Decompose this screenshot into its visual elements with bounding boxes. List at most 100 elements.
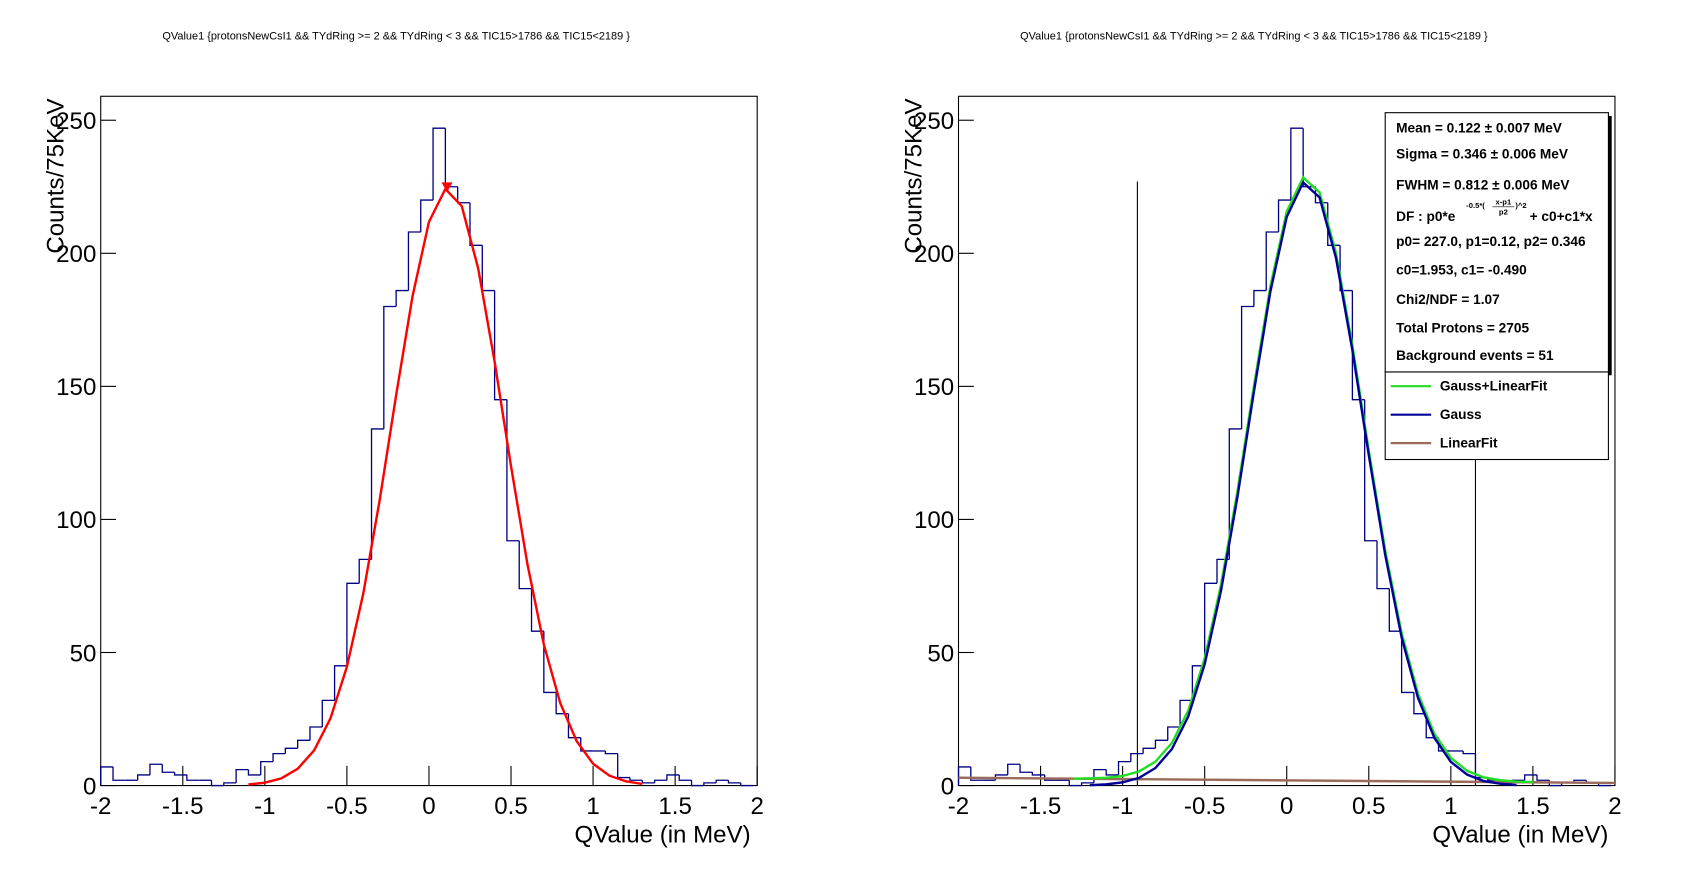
- stats-line: Mean = 0.122 ± 0.007 MeV: [1396, 120, 1563, 135]
- histogram-bin: [1277, 199, 1291, 233]
- histogram-bin: [1388, 588, 1402, 632]
- histogram-bin: [1130, 752, 1144, 762]
- x-tick-label: 1: [1444, 793, 1457, 820]
- histogram-bin: [740, 782, 754, 787]
- formula-exp-end: )^2: [1515, 201, 1526, 210]
- histogram-bin: [604, 750, 618, 755]
- x-tick-label: -1: [1112, 793, 1133, 820]
- histogram-bin: [247, 769, 261, 776]
- histogram-bin: [309, 726, 323, 741]
- peak-marker: [441, 182, 453, 193]
- stats-line: Total Protons = 2705: [1396, 321, 1529, 336]
- histogram-bin: [297, 739, 310, 749]
- stats-line: FWHM = 0.812 ± 0.006 MeV: [1396, 177, 1570, 192]
- y-tick-label: 100: [56, 507, 96, 534]
- histogram-bin: [432, 127, 446, 201]
- histogram-bin: [1068, 780, 1082, 787]
- histogram-bin: [493, 290, 507, 401]
- histogram-bin: [1339, 245, 1353, 292]
- histogram-bin: [1524, 774, 1538, 781]
- histogram-bin: [1265, 231, 1279, 291]
- x-axis-label: QValue (in MeV): [1432, 821, 1608, 848]
- histogram-bin: [100, 766, 114, 786]
- x-tick-label: -1.5: [1020, 793, 1061, 820]
- histogram-bin: [543, 631, 557, 694]
- histogram-bin: [970, 766, 984, 781]
- x-axis-label: QValue (in MeV): [575, 821, 751, 848]
- histogram-bin: [149, 763, 163, 775]
- histogram-bin: [223, 782, 237, 786]
- histogram-bin: [518, 540, 532, 590]
- histogram-bin: [395, 289, 409, 307]
- histogram-bin: [703, 782, 717, 786]
- histogram-bin: [210, 780, 224, 787]
- x-tick-label: -0.5: [326, 793, 367, 820]
- histogram-bin: [653, 779, 667, 783]
- histogram-bin: [1167, 726, 1181, 741]
- histogram-bin: [1400, 631, 1414, 694]
- x-tick-label: 0.5: [494, 793, 527, 820]
- formula-exp: -0.5*(: [1466, 201, 1485, 210]
- chart-title: QValue1 {protonsNewCsI1 && TYdRing >= 2 …: [162, 30, 630, 42]
- histogram-bin: [1290, 127, 1304, 201]
- histogram-bin: [383, 305, 397, 429]
- histogram-bin: [530, 588, 544, 632]
- histogram-bin: [469, 202, 483, 246]
- legend-label: LinearFit: [1440, 435, 1498, 450]
- histogram-bin: [321, 699, 335, 728]
- histogram-bin: [1204, 582, 1217, 666]
- histogram-bin: [284, 747, 298, 754]
- histogram-bin: [1080, 782, 1094, 786]
- histogram-bin: [407, 231, 421, 291]
- x-tick-label: -1: [254, 793, 275, 820]
- formula-num: x-p1: [1496, 198, 1512, 207]
- histogram-bin: [727, 780, 741, 784]
- histogram-bin: [112, 766, 126, 781]
- x-tick-label: 0: [422, 793, 435, 820]
- stats-line: p0= 227.0, p1=0.12, p2= 0.346: [1396, 234, 1586, 249]
- x-tick-label: -1.5: [162, 793, 203, 820]
- histogram-bin: [333, 665, 347, 701]
- y-tick-label: 150: [56, 374, 96, 401]
- histogram-bin: [1376, 540, 1390, 590]
- histogram-bin: [1228, 428, 1242, 560]
- stats-box: [1384, 112, 1609, 373]
- histogram-bin: [678, 774, 692, 781]
- histogram-bin: [1327, 202, 1341, 246]
- y-tick-label: 200: [914, 241, 954, 268]
- x-tick-label: 2: [750, 793, 763, 820]
- x-tick-label: -2: [948, 793, 969, 820]
- y-axis-label: Counts/75KeV: [43, 98, 70, 253]
- x-tick-label: -0.5: [1184, 793, 1225, 820]
- histogram-bin: [715, 779, 729, 783]
- histogram-bin: [666, 774, 680, 781]
- x-tick-label: 0.5: [1352, 793, 1385, 820]
- histogram-bin: [1302, 128, 1316, 188]
- histogram-bin: [272, 752, 286, 762]
- histogram-bin: [690, 780, 704, 787]
- y-tick-label: 0: [83, 773, 96, 800]
- histogram-bin: [1462, 750, 1476, 755]
- chart-title: QValue1 {protonsNewCsI1 && TYdRing >= 2 …: [1020, 30, 1488, 42]
- histogram-bin: [1191, 665, 1205, 701]
- x-tick-label: 1: [586, 793, 599, 820]
- fit-curve: [1073, 175, 1533, 784]
- histogram-bin: [186, 774, 200, 781]
- histogram-bin: [260, 760, 274, 775]
- y-axis-label: Counts/75KeV: [900, 98, 927, 253]
- fit-curve: [958, 776, 1615, 785]
- histogram-bin: [420, 199, 434, 233]
- y-tick-label: 50: [70, 640, 97, 667]
- histogram-bin: [346, 582, 360, 666]
- fit-curve: [1089, 180, 1517, 787]
- x-tick-label: 2: [1608, 793, 1621, 820]
- histogram-bin: [358, 558, 372, 584]
- histogram-bin: [1142, 747, 1156, 754]
- histogram-bin: [1154, 739, 1168, 749]
- y-tick-label: 250: [56, 108, 96, 135]
- histogram-bin: [1536, 774, 1550, 781]
- histogram-bin: [1031, 772, 1045, 776]
- histogram-bin: [1413, 692, 1427, 715]
- histogram-bin: [370, 428, 384, 560]
- histogram-bin: [1117, 760, 1131, 775]
